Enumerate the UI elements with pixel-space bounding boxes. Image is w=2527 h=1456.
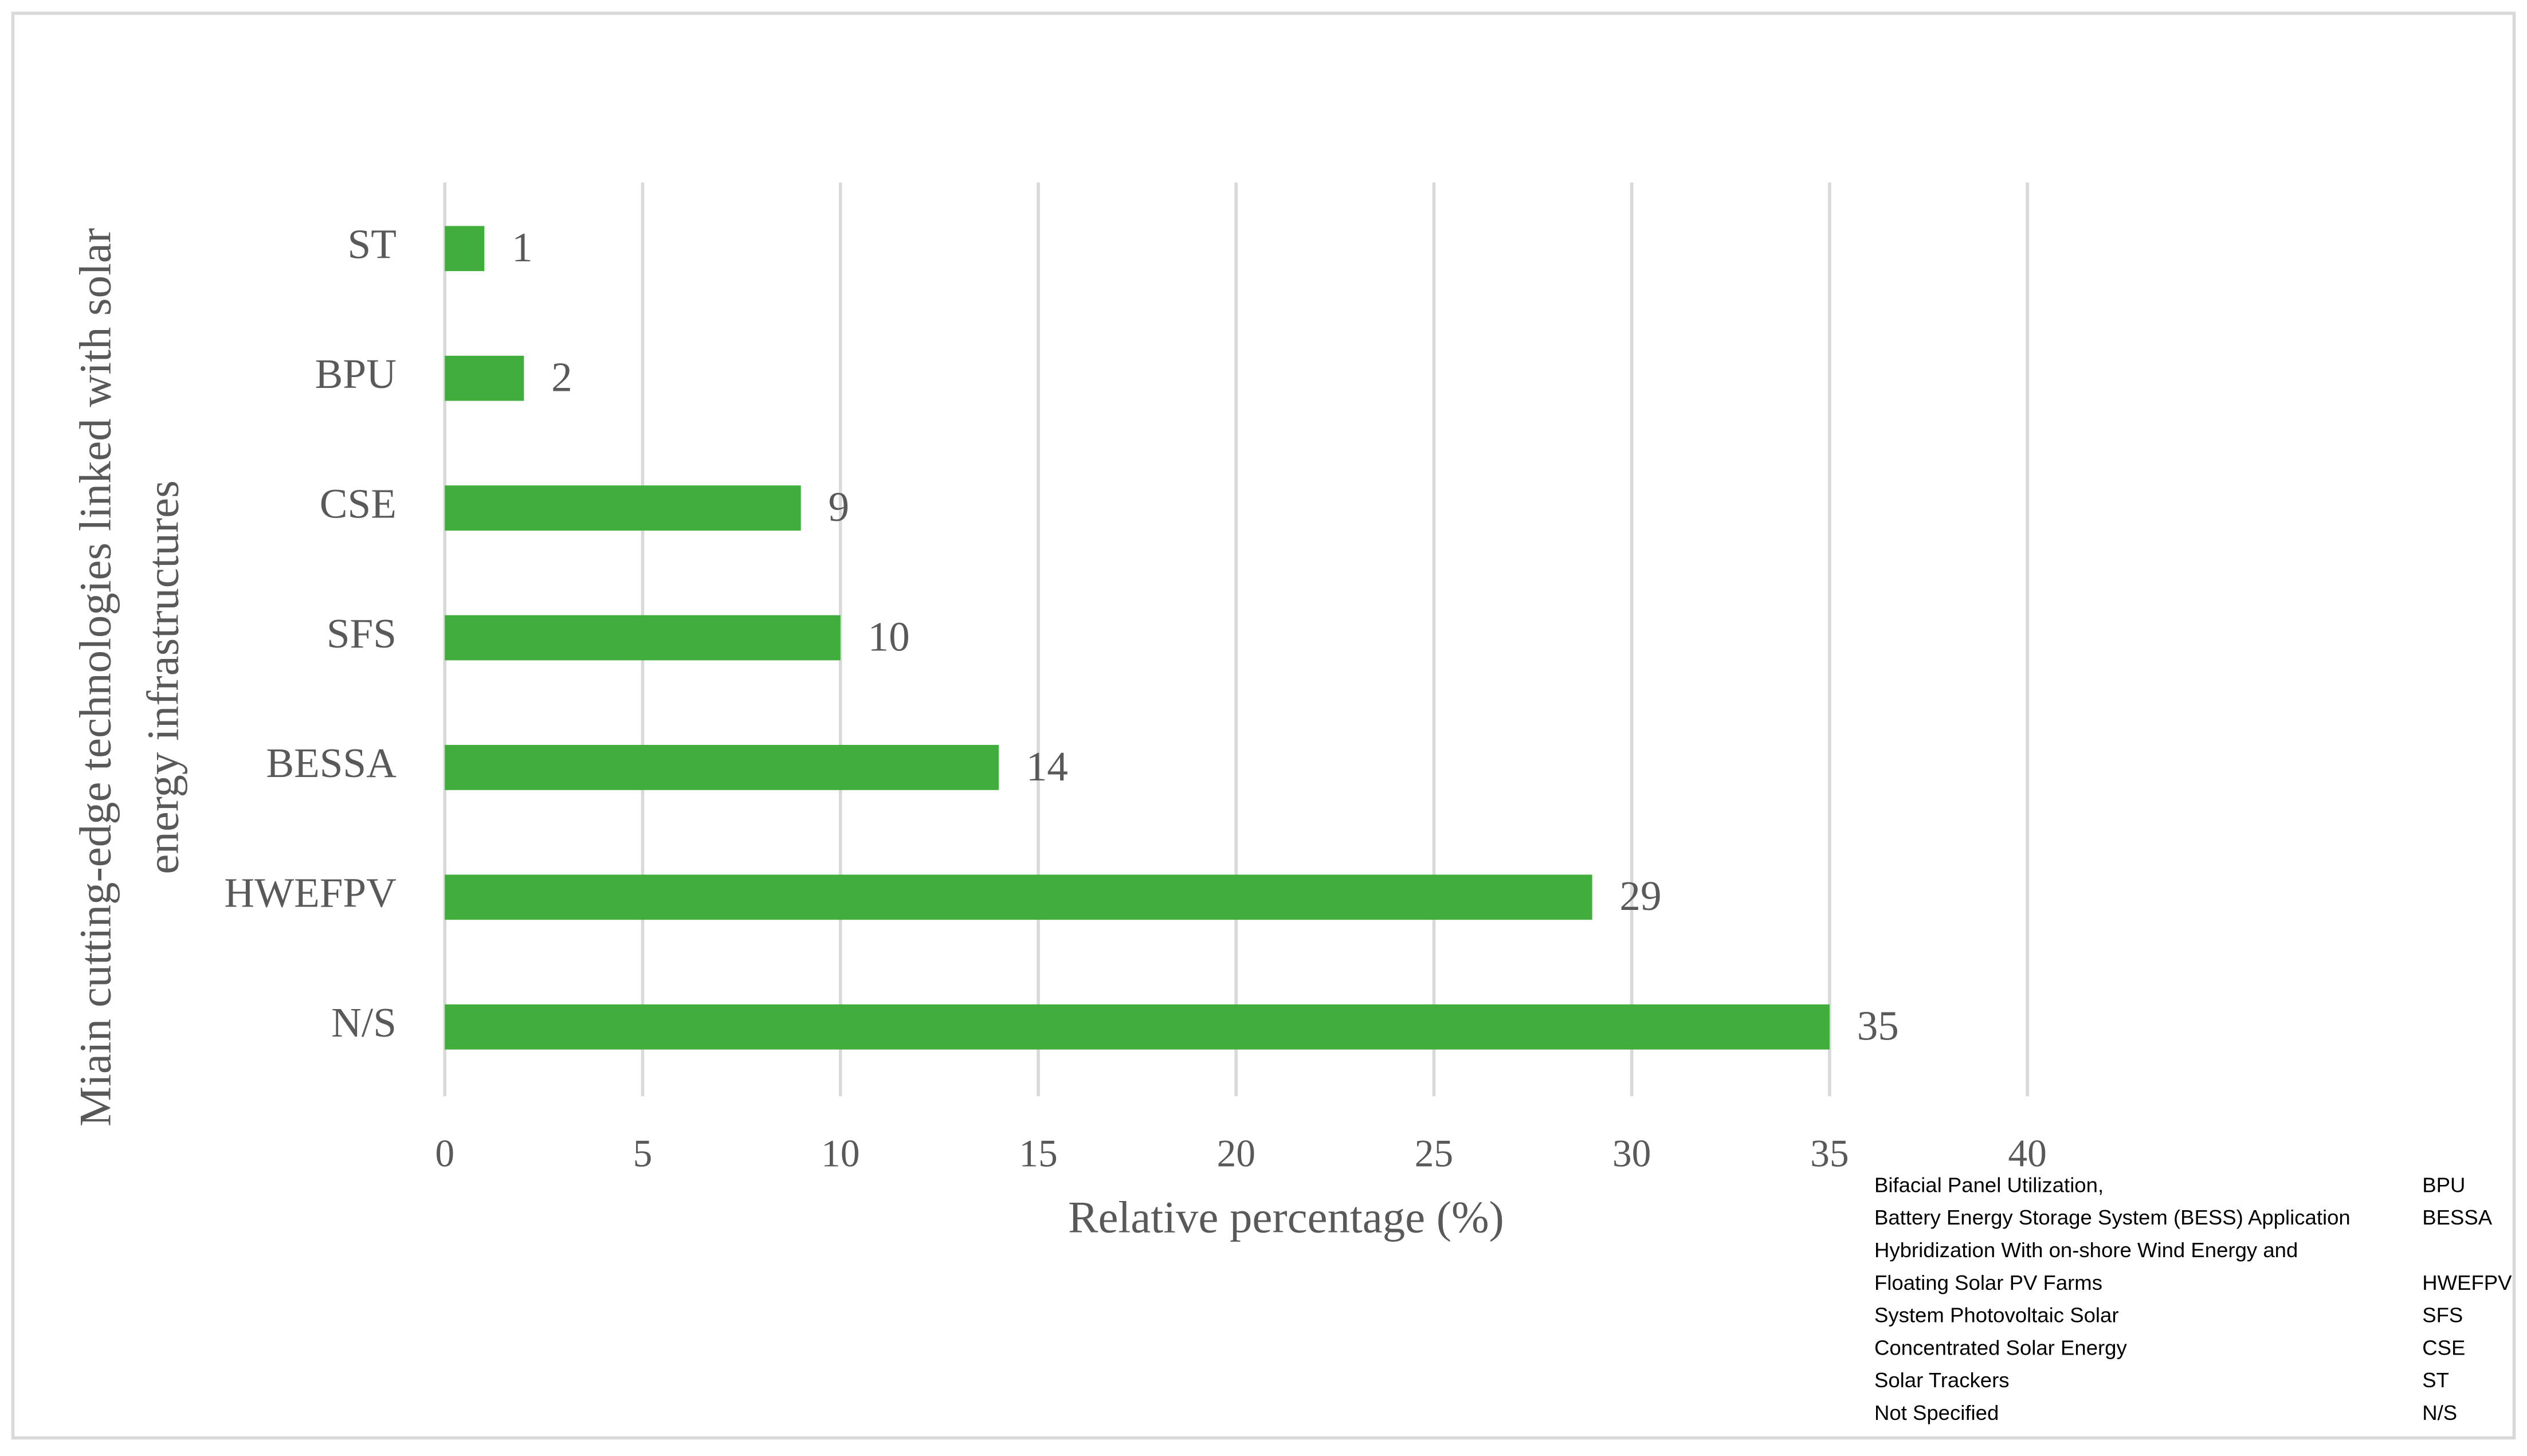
x-axis-title: Relative percentage (%) [1068, 1193, 1504, 1243]
data-label: 35 [1857, 1003, 1899, 1049]
bar [445, 745, 999, 790]
legend-description: Not Specified [1874, 1401, 1999, 1424]
legend-description: Floating Solar PV Farms [1874, 1271, 2102, 1294]
legend-description: Hybridization With on-shore Wind Energy … [1874, 1238, 2298, 1262]
legend-description: Concentrated Solar Energy [1874, 1336, 2128, 1359]
y-tick-label: ST [348, 221, 397, 268]
legend-abbreviation: CSE [2422, 1336, 2465, 1359]
data-label: 1 [512, 224, 533, 270]
bar [445, 355, 524, 401]
data-label: 9 [828, 484, 849, 530]
y-axis-title-line: Miain cutting-edge technologies linked w… [70, 228, 120, 1127]
legend-abbreviation: ST [2422, 1368, 2449, 1392]
y-axis-title-line: energy infrastructures [139, 480, 189, 874]
x-tick-label: 10 [821, 1132, 860, 1175]
bar [445, 485, 801, 531]
x-tick-label: 0 [435, 1132, 454, 1175]
x-tick-label: 20 [1217, 1132, 1255, 1175]
bars: ST 1 BPU 2 CSE 9 SFS 10 BESSA 14 HWEFPV 29 N/S 35 [224, 221, 1899, 1050]
x-tick-label: 5 [633, 1132, 653, 1175]
legend-abbreviation: BESSA [2422, 1206, 2493, 1229]
y-tick-label: HWEFPV [224, 870, 397, 916]
data-label: 14 [1026, 743, 1068, 790]
x-tick-label: 35 [1810, 1132, 1849, 1175]
y-tick-label: BPU [315, 351, 397, 397]
legend-abbreviation: N/S [2422, 1401, 2457, 1424]
x-tick-label: 25 [1415, 1132, 1454, 1175]
bar [445, 1004, 1830, 1050]
bar [445, 615, 841, 661]
y-tick-label: BESSA [266, 740, 397, 786]
x-tick-label: 15 [1019, 1132, 1058, 1175]
data-label: 10 [868, 613, 910, 660]
legend-description: Solar Trackers [1874, 1368, 2010, 1392]
legend-description: System Photovoltaic Solar [1874, 1304, 2119, 1327]
bar [445, 226, 485, 272]
legend-description: Bifacial Panel Utilization, [1874, 1173, 2104, 1196]
legend-abbreviation: BPU [2422, 1173, 2465, 1196]
y-tick-label: CSE [320, 480, 397, 527]
bar [445, 874, 1592, 920]
y-axis-title: Miain cutting-edge technologies linked w… [70, 228, 188, 1127]
legend-description: Battery Energy Storage System (BESS) App… [1874, 1206, 2351, 1229]
legend-abbreviation: SFS [2422, 1304, 2463, 1327]
x-tick-label: 40 [2008, 1132, 2047, 1175]
data-label: 2 [551, 354, 572, 401]
chart-frame [11, 11, 2516, 1440]
x-tick-label: 30 [1612, 1132, 1651, 1175]
data-label: 29 [1619, 873, 1661, 919]
y-tick-label: SFS [327, 610, 397, 657]
legend-abbreviation: HWEFPV [2422, 1271, 2512, 1294]
y-tick-label: N/S [331, 999, 397, 1046]
legend-table: Bifacial Panel Utilization, BPU Battery En… [1874, 1173, 2512, 1424]
